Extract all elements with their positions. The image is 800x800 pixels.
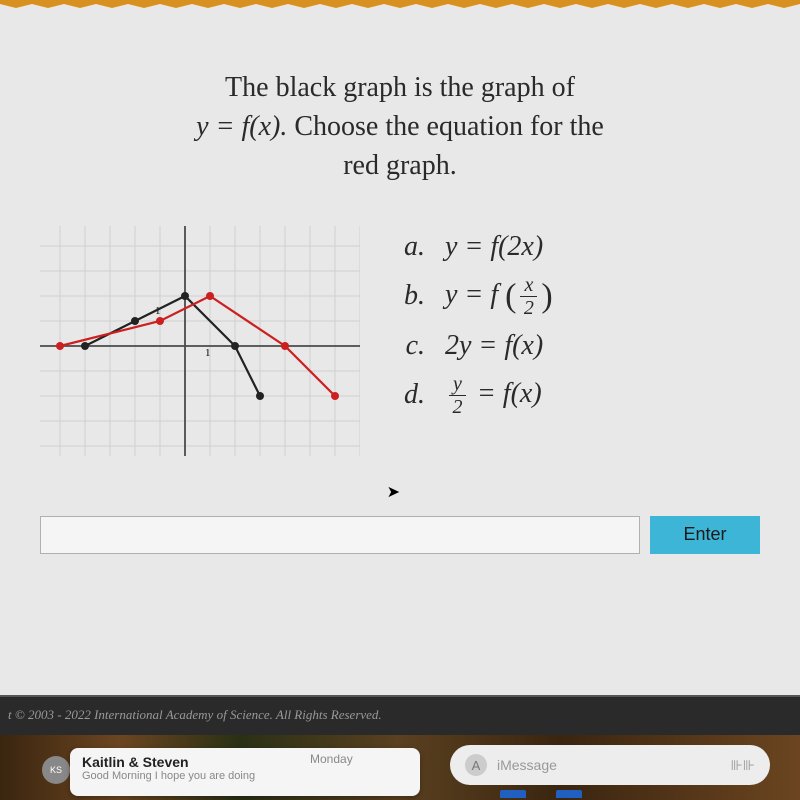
enter-button[interactable]: Enter <box>650 516 760 554</box>
graph-svg: 1 1 <box>40 226 360 456</box>
graph: 1 1 <box>40 226 360 456</box>
question-content: The black graph is the graph of y = f(x)… <box>0 8 800 574</box>
notification-preview: Good Morning I hope you are doing <box>82 770 408 782</box>
window-top-edge <box>0 0 800 8</box>
dock-hint <box>500 790 590 798</box>
notification-card[interactable]: Kaitlin & Steven Good Morning I hope you… <box>70 748 420 796</box>
option-eq: y = f (x2) <box>445 275 553 318</box>
notification-name: Kaitlin & Steven <box>82 754 408 770</box>
option-eq: y2 = f(x) <box>445 374 542 417</box>
question-line3: red graph. <box>343 150 457 181</box>
imessage-bar[interactable]: A iMessage ⊪⊪ <box>450 745 770 785</box>
option-letter: a. <box>380 231 425 263</box>
option-letter: c. <box>380 330 425 362</box>
copyright-text: t © 2003 - 2022 International Academy of… <box>8 707 382 722</box>
answer-input[interactable] <box>40 516 640 554</box>
option-eq: 2y = f(x) <box>445 330 543 362</box>
cursor-icon: ➤ <box>387 482 400 502</box>
question-eq: y = f(x). <box>196 111 287 142</box>
option-letter: d. <box>380 379 425 411</box>
options-list: a. y = f(2x) b. y = f (x2) c. 2y = f(x) … <box>380 226 760 429</box>
option-a[interactable]: a. y = f(2x) <box>380 231 760 263</box>
apps-icon[interactable]: A <box>465 754 487 776</box>
question-text: The black graph is the graph of y = f(x)… <box>30 68 770 186</box>
imessage-placeholder: iMessage <box>497 757 557 773</box>
option-d[interactable]: d. y2 = f(x) <box>380 374 760 417</box>
option-c[interactable]: c. 2y = f(x) <box>380 330 760 362</box>
option-eq: y = f(2x) <box>445 231 543 263</box>
option-letter: b. <box>380 280 425 312</box>
question-line1: The black graph is the graph of <box>225 72 575 103</box>
option-b[interactable]: b. y = f (x2) <box>380 275 760 318</box>
audio-wave-icon[interactable]: ⊪⊪ <box>731 757 755 774</box>
question-line2-post: Choose the equation for the <box>294 111 603 142</box>
svg-text:1: 1 <box>205 347 211 359</box>
notification-day: Monday <box>310 752 353 766</box>
avatar: KS <box>42 756 70 784</box>
copyright-bar: t © 2003 - 2022 International Academy of… <box>0 695 800 735</box>
